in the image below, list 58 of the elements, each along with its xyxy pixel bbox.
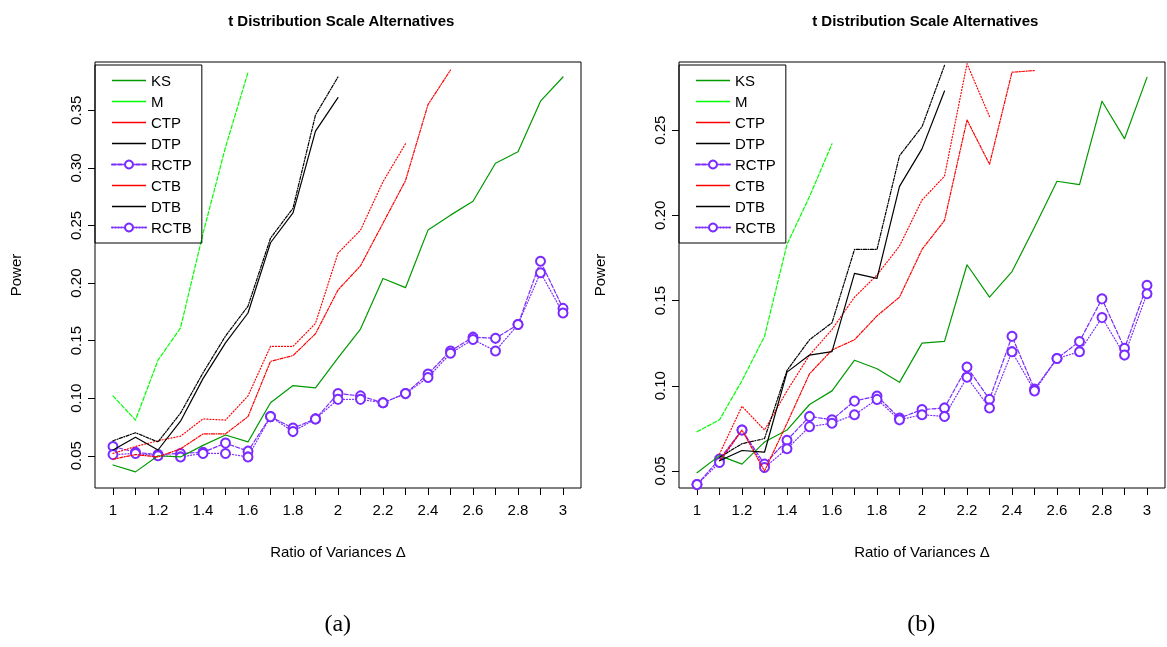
chart-title: t Distribution Scale Alternatives [811,12,1038,29]
legend-label: DTP [734,135,765,152]
x-tick-label: 1.4 [776,501,797,518]
y-axis-title: Power [7,253,24,297]
y-tick-label: 0.25 [67,210,84,241]
x-tick-label: 1.6 [821,501,842,518]
legend-label: M [734,93,747,110]
legend-label: KS [734,72,755,89]
x-tick-label: 3 [1142,501,1151,518]
x-tick-label: 3 [558,501,568,518]
x-tick-label: 2 [333,501,343,518]
x-tick-label: 2.4 [1001,501,1022,518]
x-tick-label: 1.8 [866,501,887,518]
x-tick-label: 2 [917,501,926,518]
x-axis-title: Ratio of Variances Δ [853,543,990,560]
y-tick-label: 0.10 [67,383,84,413]
legend-label: CTB [734,177,765,194]
x-tick-label: 1.2 [731,501,752,518]
y-tick-label: 0.10 [650,371,668,401]
legend-label: CTB [151,177,181,194]
x-tick-label: 1.8 [282,501,304,518]
chart-title: t Distribution Scale Alternatives [228,12,455,29]
legend-label: RCTP [734,156,776,173]
x-tick-label: 2.4 [417,501,439,518]
x-tick-label: 1.6 [237,501,259,518]
y-axis-title: Power [590,253,608,297]
y-tick-label: 0.15 [67,326,84,356]
legend-label: RCTB [734,219,776,236]
legend-label: RCTB [151,219,192,236]
text: (a) [323,610,353,637]
y-tick-label: 0.25 [650,115,668,145]
legend-label: M [151,93,164,110]
legend-label: KS [151,72,172,89]
x-axis-title: Ratio of Variances Δ [270,543,406,560]
x-tick-label: 2.8 [1091,501,1112,518]
x-tick-label: 2.6 [1046,501,1067,518]
x-tick-label: 1 [692,501,701,518]
y-tick-label: 0.30 [67,153,84,183]
legend-label: CTP [734,114,765,131]
y-tick-label: 0.20 [650,200,668,230]
y-tick-label: 0.05 [67,441,84,471]
x-tick-label: 2.2 [956,501,977,518]
y-tick-label: 0.15 [650,285,668,316]
legend-label: DTB [151,198,181,215]
x-tick-label: 2.6 [462,501,484,518]
x-tick-label: 1 [108,501,118,518]
x-tick-label: 2.2 [372,501,394,518]
y-tick-label: 0.35 [67,95,84,125]
legend-label: CTP [151,114,181,131]
text: (b) [906,610,937,637]
x-tick-label: 2.8 [507,501,529,518]
y-tick-label: 0.20 [67,268,84,298]
legend-label: DTP [151,135,181,152]
x-tick-label: 1.4 [192,501,214,518]
x-tick-label: 1.2 [147,501,169,518]
y-tick-label: 0.05 [650,456,668,486]
legend-label: RCTP [151,156,192,173]
legend-label: DTB [734,198,765,215]
